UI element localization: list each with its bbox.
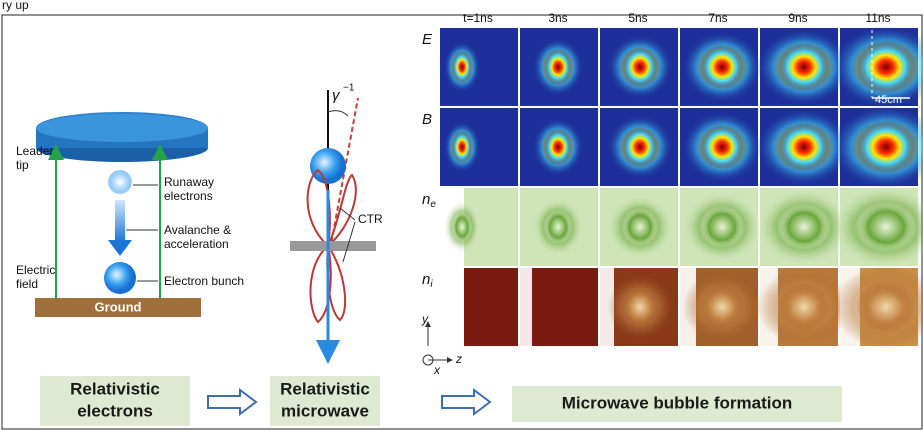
row-label: ne — [422, 191, 436, 210]
row-label: E — [422, 31, 433, 48]
vacuum — [440, 268, 464, 346]
field-pattern — [622, 47, 658, 87]
field-pattern — [700, 45, 744, 89]
label: Leader — [16, 144, 53, 158]
flow-arrow — [442, 390, 490, 414]
field-pattern — [622, 287, 658, 327]
label: CTR — [358, 212, 383, 226]
row-label-main: n — [422, 271, 430, 288]
field-pattern — [700, 285, 744, 329]
field-pattern — [856, 281, 916, 333]
field-pattern — [622, 127, 658, 167]
axis-label: x — [433, 363, 441, 377]
field-pattern — [544, 129, 572, 165]
boundary-plate — [290, 241, 376, 251]
field-pattern — [856, 201, 916, 253]
axis-label: y — [421, 312, 429, 326]
field-pattern — [778, 43, 830, 91]
field-pattern — [452, 211, 472, 243]
stage-label: electrons — [77, 401, 153, 420]
row-label-main: E — [422, 31, 433, 48]
gamma: γ — [332, 87, 341, 104]
figure: ry up Ground Leader tip Runaway electron… — [0, 0, 923, 430]
row-label-main: B — [422, 111, 432, 128]
electron-bunch — [310, 148, 346, 184]
runaway-electrons — [108, 170, 132, 194]
label: Electric — [16, 263, 55, 277]
angle-arc — [328, 111, 348, 116]
field-pattern — [778, 123, 830, 171]
field-pattern — [778, 283, 830, 331]
axis-label: z — [455, 352, 462, 366]
field-pattern — [544, 49, 572, 85]
label: Runaway — [164, 175, 214, 189]
stage-label: Microwave bubble formation — [562, 393, 792, 412]
field-pattern — [700, 125, 744, 169]
row-label-sub: e — [430, 199, 436, 210]
field-pattern — [544, 209, 572, 245]
scale-label: 45cm — [875, 94, 902, 106]
row-label: ni — [422, 271, 433, 290]
column-header: 9ns — [788, 11, 807, 25]
avalanche-arrowhead — [108, 240, 132, 256]
column-header: 3ns — [548, 11, 567, 25]
stage-label: Relativistic — [280, 379, 370, 398]
label: field — [16, 277, 38, 291]
label: Electron bunch — [164, 274, 244, 288]
column-header: 11ns — [865, 11, 890, 25]
header-fragment: ry up — [2, 0, 29, 12]
label: tip — [16, 158, 29, 172]
electron-bunch — [104, 262, 136, 294]
stage-label: Relativistic — [70, 379, 160, 398]
field-pattern — [778, 203, 830, 251]
ground-label: Ground — [95, 299, 142, 314]
stage-label: microwave — [281, 401, 369, 420]
column-header: 7ns — [708, 11, 727, 25]
field-pattern — [452, 51, 472, 83]
row-label-sub: i — [430, 279, 433, 290]
field-pattern — [622, 207, 658, 247]
figure-canvas: ry up Ground Leader tip Runaway electron… — [0, 0, 923, 430]
flow-arrow — [208, 390, 256, 414]
field-pattern — [856, 41, 916, 93]
field-pattern — [856, 121, 916, 173]
row-label-main: n — [422, 191, 430, 208]
leader-disc-top — [36, 114, 208, 142]
row-label: B — [422, 111, 432, 128]
label: acceleration — [164, 237, 229, 251]
avalanche-arrow — [115, 200, 125, 242]
column-header: 5ns — [628, 11, 647, 25]
field-pattern — [700, 205, 744, 249]
label: Avalanche & — [164, 223, 231, 237]
gamma-exponent: −1 — [343, 83, 355, 94]
vacuum — [520, 268, 532, 346]
label: electrons — [164, 189, 213, 203]
field-pattern — [452, 131, 472, 163]
column-header: t=1ns — [463, 11, 493, 25]
